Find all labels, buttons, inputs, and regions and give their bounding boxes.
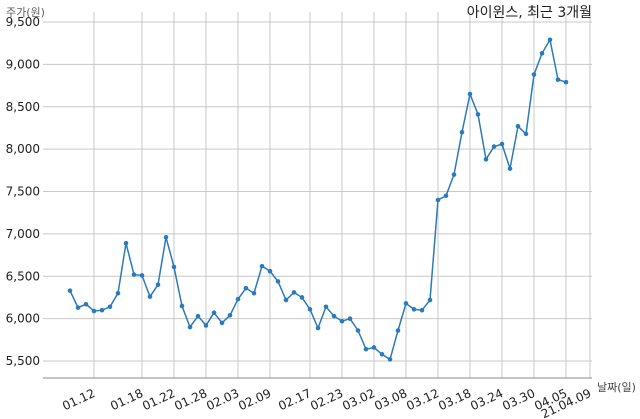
data-point [315, 325, 321, 331]
data-point [395, 328, 401, 333]
data-point [243, 285, 249, 291]
price-series-points [67, 37, 569, 362]
data-point [91, 308, 97, 314]
chart-title: 아이윈스, 최근 3개월 [467, 5, 592, 21]
y-tick-label: 8,500 [6, 100, 40, 114]
data-point [331, 313, 337, 319]
data-point [83, 301, 89, 307]
x-tick-label: 02.17 [276, 386, 313, 413]
x-tick-label: 03.02 [340, 386, 377, 413]
data-point [163, 234, 169, 240]
data-point [171, 264, 177, 270]
data-point [507, 166, 513, 171]
y-tick-labels: 5,500 6,000 6,500 7,000 7,500 8,000 8,500 9,000… [6, 15, 40, 368]
grid-lines [43, 12, 592, 378]
data-point [547, 37, 553, 43]
data-point [363, 346, 369, 352]
price-series-line [69, 37, 567, 361]
data-point [515, 123, 521, 129]
data-point [443, 193, 449, 199]
data-point [291, 290, 297, 295]
data-point [379, 351, 385, 357]
data-point [115, 290, 121, 296]
data-point [259, 263, 265, 269]
x-tick-label: 02.23 [308, 386, 345, 413]
data-point [347, 316, 353, 321]
data-point [187, 324, 193, 330]
data-point [203, 323, 209, 328]
x-tick-label: 03.24 [468, 386, 505, 413]
y-tick-label: 9,000 [6, 57, 40, 71]
data-point [403, 301, 409, 306]
x-tick-label: 02.09 [236, 386, 273, 413]
data-point [131, 272, 137, 277]
x-tick-label: 02.03 [204, 386, 241, 413]
data-point [435, 197, 441, 203]
x-tick-label: 03.08 [372, 386, 409, 413]
data-point [427, 297, 433, 303]
x-tick-label: 01.28 [172, 386, 209, 413]
data-point [555, 77, 561, 82]
data-point [99, 307, 105, 313]
data-point [339, 318, 345, 324]
data-point [467, 91, 473, 97]
data-point [67, 288, 73, 293]
data-point [211, 310, 217, 316]
data-point [155, 282, 161, 288]
data-point [219, 320, 225, 326]
data-point [283, 297, 289, 303]
data-point [355, 328, 361, 333]
data-point [539, 51, 545, 56]
data-point [275, 279, 281, 284]
data-point [147, 294, 153, 299]
data-point [491, 144, 497, 149]
x-tick-label: 01.22 [140, 386, 177, 413]
data-point [299, 295, 305, 300]
data-point [307, 307, 313, 312]
data-point [475, 112, 481, 117]
data-point [251, 290, 257, 296]
data-point [387, 357, 393, 362]
y-tick-label: 7,000 [6, 227, 40, 241]
data-point [419, 307, 425, 313]
y-tick-label: 6,500 [6, 269, 40, 283]
data-point [227, 312, 233, 318]
y-tick-label: 8,000 [6, 142, 40, 156]
y-axis-title: 주가(원) [6, 6, 45, 19]
data-point [459, 129, 465, 135]
x-tick-label: 01.12 [60, 386, 97, 413]
data-point [411, 307, 417, 312]
data-point [523, 131, 529, 137]
data-point [267, 268, 273, 274]
data-point [483, 157, 489, 162]
data-point [75, 305, 81, 310]
x-tick-label: 03.30 [500, 386, 537, 413]
data-point [107, 304, 113, 310]
data-point [451, 172, 457, 177]
data-point [531, 72, 537, 77]
x-tick-label: 01.18 [108, 386, 145, 413]
data-point [371, 345, 377, 350]
data-point [179, 303, 185, 309]
data-point [563, 79, 569, 85]
data-point [139, 273, 145, 278]
data-point [235, 296, 241, 302]
x-axis-title: 날짜(일) [597, 380, 636, 394]
x-tick-label: 03.12 [404, 386, 441, 413]
y-tick-label: 5,500 [6, 354, 40, 368]
data-point [123, 240, 129, 246]
data-point [499, 141, 505, 147]
data-point [323, 304, 329, 310]
y-tick-label: 9,500 [6, 15, 40, 29]
y-tick-label: 6,000 [6, 312, 40, 326]
x-tick-label: 03.18 [436, 386, 473, 413]
y-tick-label: 7,500 [6, 185, 40, 199]
data-point [195, 313, 201, 319]
